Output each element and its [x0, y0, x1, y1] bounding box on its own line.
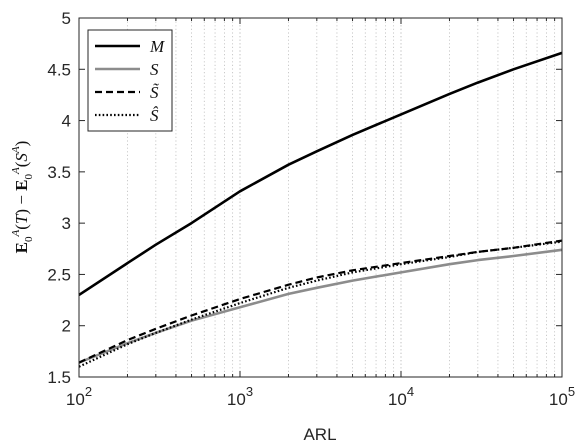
x-tick-label: 105: [549, 384, 575, 409]
legend: MS S̃ Ŝ: [87, 29, 173, 132]
legend-label: S̃: [150, 83, 159, 102]
tick-labels: 1.5 2 2.5 3 3.5 4 4.5 5 102 103 104 105: [47, 9, 575, 409]
series-line-4: [78, 240, 563, 368]
x-tick-label: 104: [388, 384, 414, 409]
series-group: [78, 51, 563, 368]
x-tick-label: 103: [227, 384, 253, 409]
x-tick-label: 102: [66, 384, 92, 409]
y-tick-label: 4: [62, 112, 71, 131]
x-axis-label: ARL: [303, 425, 336, 444]
legend-label: M: [149, 37, 165, 56]
axis-ticks: [78, 17, 563, 378]
series-line-3: [78, 239, 563, 364]
series-line-2: [78, 248, 563, 364]
y-tick-label: 2.5: [47, 265, 71, 284]
y-tick-label: 1.5: [47, 368, 71, 387]
y-tick-label: 2: [62, 317, 71, 336]
y-tick-label: 3: [62, 214, 71, 233]
legend-label: S: [150, 60, 159, 79]
grid: [127, 18, 556, 377]
svg-text:E0A(T) − E0A(SA): E0A(T) − E0A(SA): [10, 141, 35, 254]
y-tick-label: 5: [62, 9, 71, 28]
series-line-1: [78, 51, 563, 296]
y-axis-label: E0A(T) − E0A(SA): [10, 141, 35, 254]
y-tick-label: 4.5: [47, 60, 71, 79]
plot-frame: [78, 17, 563, 378]
y-tick-label: 3.5: [47, 163, 71, 182]
legend-label: Ŝ: [150, 106, 159, 125]
